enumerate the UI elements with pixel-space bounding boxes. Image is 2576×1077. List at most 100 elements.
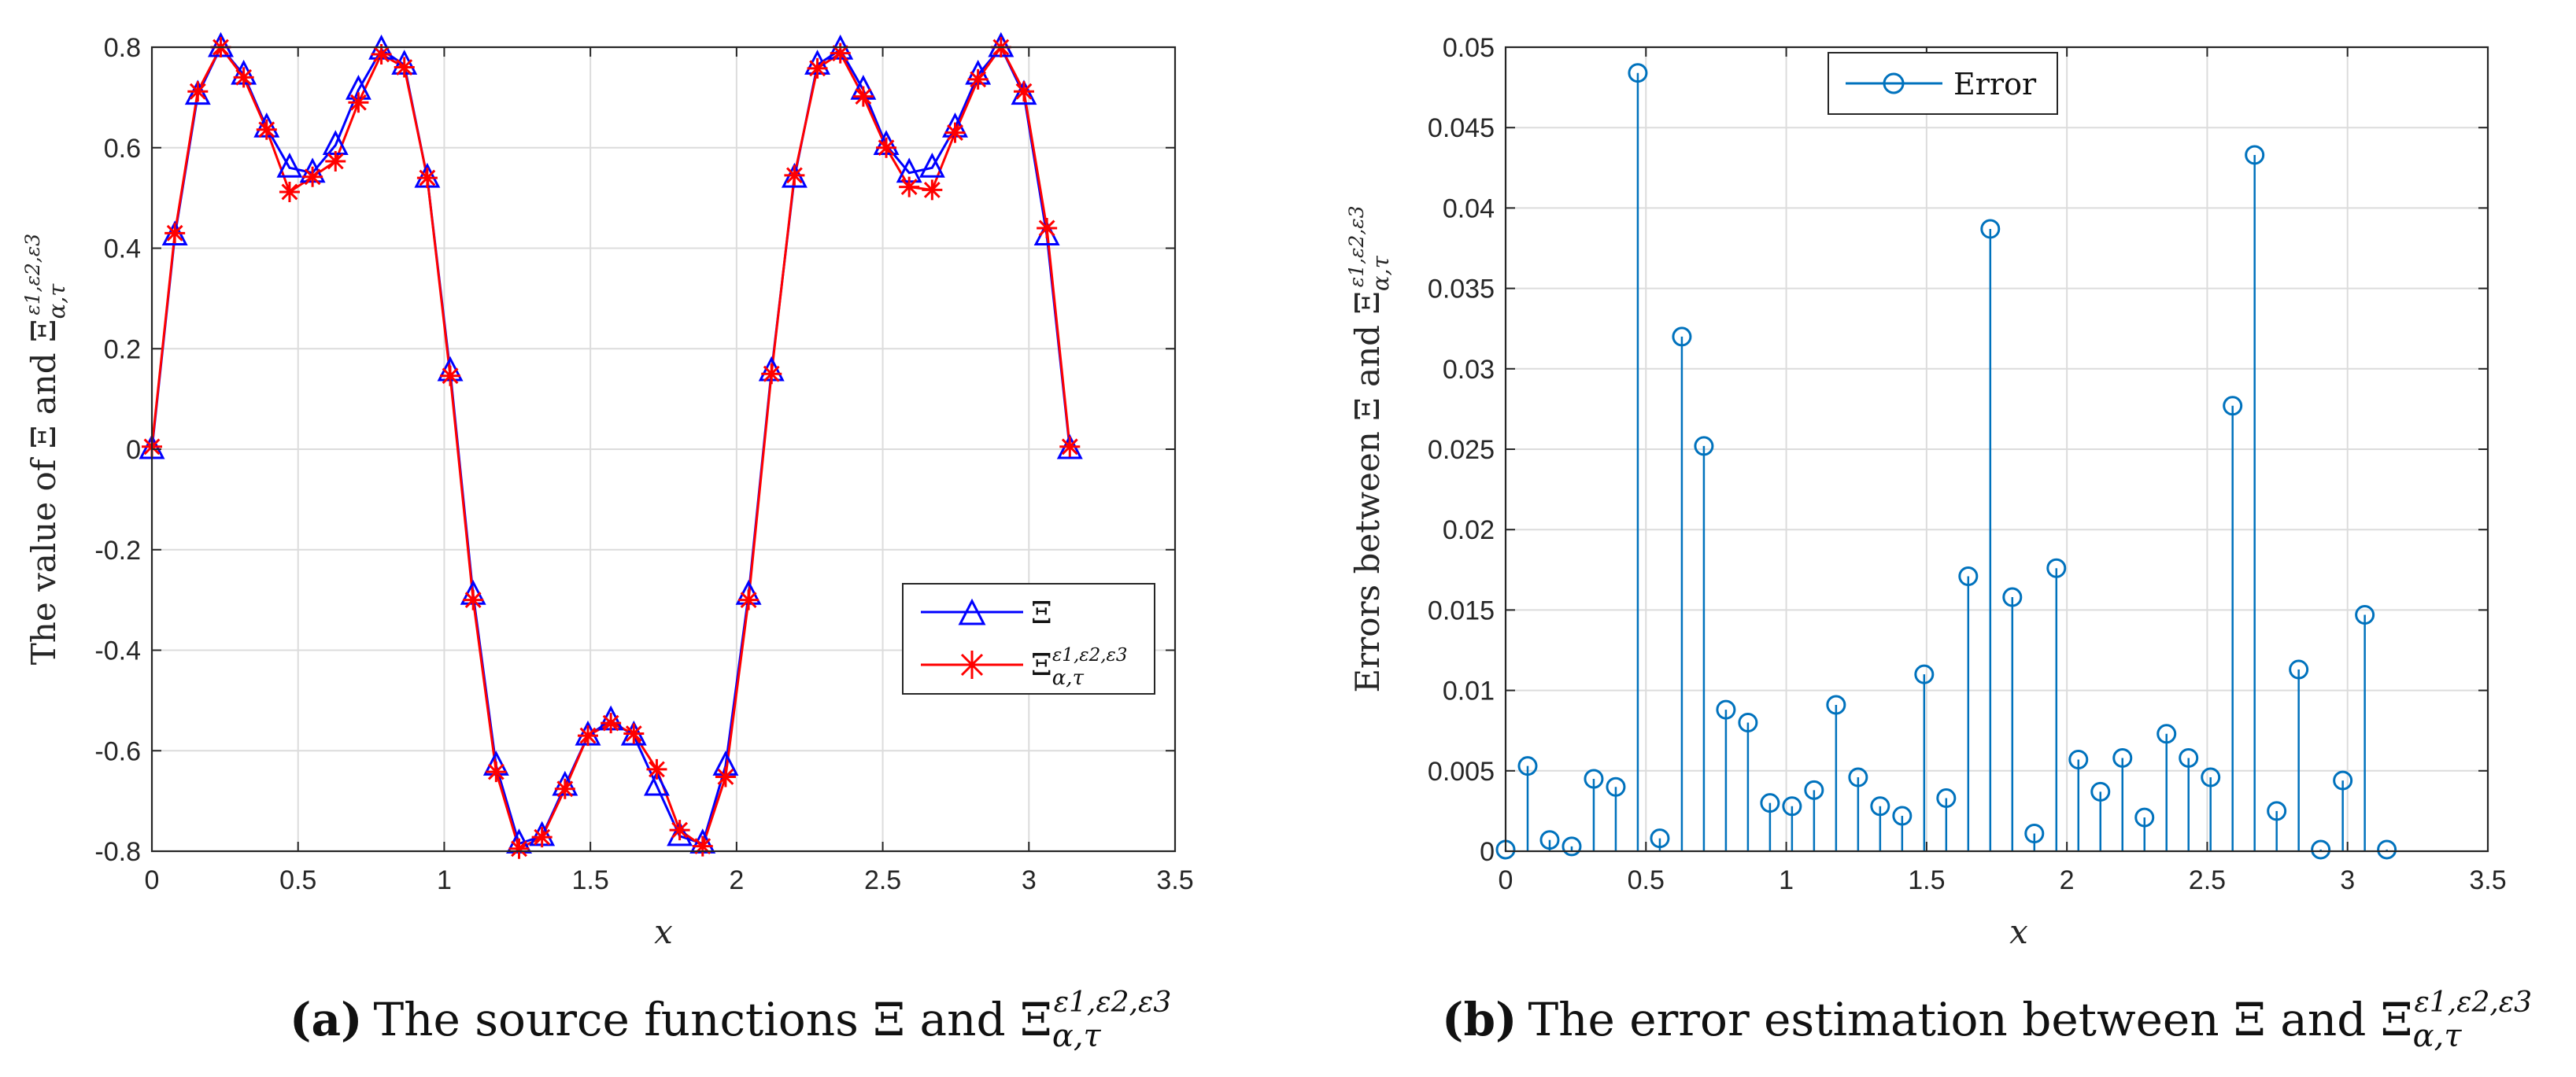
panel-b-x-tick-label: 1 [1779, 865, 1794, 895]
xi-approx-point-marker [394, 57, 415, 78]
panel-a-x-tick-label: 1 [437, 865, 452, 895]
panel-b-y-tick-label: 0.025 [1428, 435, 1495, 465]
error-stem-marker [2024, 824, 2045, 844]
error-stem-marker [1628, 63, 1648, 83]
xi-approx-point-marker [187, 81, 209, 102]
error-stem-marker [1738, 712, 1758, 732]
panel-b-y-tick-label: 0.045 [1428, 113, 1495, 143]
error-stem-marker [2179, 747, 2199, 768]
error-stem-marker [2112, 747, 2133, 768]
error-stem-marker [2245, 145, 2265, 165]
xi-approx-point-marker [371, 43, 392, 65]
panel-a-legend-box [902, 583, 1155, 695]
panel-b-y-tick-label: 0.035 [1428, 275, 1495, 304]
panel-b-y-tick-label: 0 [1480, 837, 1495, 867]
xi-approx-point-marker [623, 723, 645, 744]
xi-approx-point-marker [944, 122, 966, 143]
xi-approx-point-marker [302, 166, 323, 187]
error-stem-marker [1539, 830, 1560, 850]
panel-a-y-tick-label: 0.4 [104, 234, 141, 264]
panel-a-x-tick-label: 3 [1022, 865, 1037, 895]
xi-approx-point-marker [325, 150, 346, 172]
panel-a-x-tick-label: 0.5 [279, 865, 316, 895]
error-stem-marker [2002, 587, 2023, 607]
panel-a-xlabel: x [654, 913, 673, 951]
xi-approx-point-marker [508, 838, 530, 859]
panel-b-legend: Error [1828, 52, 2058, 115]
legend-label-xi-approx: Ξα,τε1,ε2,ε3 [1031, 645, 1128, 690]
xi-approx-point-marker [554, 778, 575, 799]
error-stem-marker [2333, 770, 2353, 791]
xi-point-marker [1011, 79, 1037, 105]
xi-approx-point-marker [463, 589, 484, 610]
error-stem-marker [2267, 801, 2287, 821]
xi-approx-point-marker [1037, 217, 1058, 238]
panel-a-y-tick-label: 0.8 [104, 33, 141, 63]
panel-b-y-tick-label: 0.015 [1428, 596, 1495, 625]
xi-approx-point-marker [830, 42, 851, 64]
panel-a-y-tick-label: 0.2 [104, 334, 141, 364]
error-stem-marker [1561, 836, 1582, 857]
xi-approx-point-marker [876, 137, 897, 158]
error-stem-marker [1672, 326, 1692, 347]
panel-b-y-tick-label: 0.02 [1443, 515, 1495, 545]
legend-marker-asterisk-icon [958, 651, 986, 679]
panel-b-x-tick-label: 3 [2340, 865, 2355, 895]
error-stem-marker [1980, 219, 2001, 239]
panel-a-x-tick-label: 0 [145, 865, 160, 895]
error-stem-marker [1760, 793, 1780, 813]
panel-b-x-tick-label: 1.5 [1908, 865, 1945, 895]
panel-b-y-tick-label: 0.04 [1443, 194, 1495, 223]
panel-a-y-tick-label: -0.4 [94, 636, 141, 666]
error-stem-marker [1650, 828, 1670, 849]
panel-b-ylabel: Errors between Ξ and Ξα,τε1,ε2,ε3 [1345, 205, 1394, 692]
xi-approx-point-marker [348, 92, 369, 113]
panel-b-xlabel: x [2009, 913, 2028, 951]
panel-a-ylabel: The value of Ξ and Ξα,τε1,ε2,ε3 [21, 234, 70, 665]
xi-approx-point-marker [761, 363, 782, 385]
panel-b-chart: 0 0.5 1 1.5 2 2.5 3 3.5 0 0.005 0.01 0.015 0.02 0.025… [1345, 33, 2532, 1054]
xi-approx-point-marker [1013, 81, 1034, 102]
xi-approx-point-marker [531, 827, 553, 848]
xi-approx-point-marker [577, 725, 598, 747]
error-stem-marker [1892, 806, 1913, 826]
panel-a-legend: Ξ Ξα,τε1,ε2,ε3 [902, 583, 1155, 695]
error-stem-marker [2134, 807, 2155, 828]
error-stem-marker [1958, 566, 1979, 586]
xi-approx-point-marker [852, 86, 874, 107]
xi-approx-point-marker [738, 589, 759, 610]
xi-approx-point-marker [692, 835, 713, 857]
xi-approx-point-marker [233, 67, 254, 88]
xi-approx-point-marker [279, 181, 300, 202]
error-stem-marker [1804, 780, 1824, 800]
error-stem-marker [2377, 839, 2397, 860]
panel-a-x-tick-label: 3.5 [1156, 865, 1193, 895]
xi-approx-point-marker [416, 168, 438, 189]
error-stem-marker [2311, 839, 2331, 860]
xi-approx-point-marker [899, 176, 920, 197]
error-stem-marker [1870, 796, 1890, 817]
xi-approx-point-marker [646, 758, 667, 780]
error-stem-marker [2355, 605, 2375, 625]
panel-b-x-tick-label: 0 [1499, 865, 1513, 895]
error-stem-marker [1826, 695, 1846, 715]
panel-a-chart: 0 0.5 1 1.5 2 2.5 3 3.5 -0.8 -0.6 -0.4 -0.2 0 0.2 0.4 0… [21, 31, 1194, 1054]
xi-point-marker [184, 79, 211, 105]
xi-approx-point-marker [164, 223, 186, 244]
error-stem-marker [2223, 396, 2243, 416]
panel-a-caption: (a) The source functions Ξ and Ξα,τε1,ε2,… [290, 987, 1171, 1054]
error-stem-marker [1848, 767, 1868, 787]
error-stem-marker [2157, 724, 2177, 744]
xi-approx-point-marker [601, 713, 622, 734]
xi-approx-point-marker [1059, 436, 1081, 457]
xi-approx-point-marker [440, 365, 461, 386]
xi-approx-point-marker [256, 119, 277, 140]
xi-point-marker [276, 153, 303, 178]
error-stem-marker [2201, 767, 2221, 787]
xi-approx-point-marker [807, 57, 828, 79]
error-stem-marker [1517, 756, 1538, 776]
xi-approx-point-marker [669, 820, 690, 841]
panel-b-y-tick-label: 0.03 [1443, 355, 1495, 385]
panel-a-y-tick-label: -0.8 [94, 837, 141, 867]
